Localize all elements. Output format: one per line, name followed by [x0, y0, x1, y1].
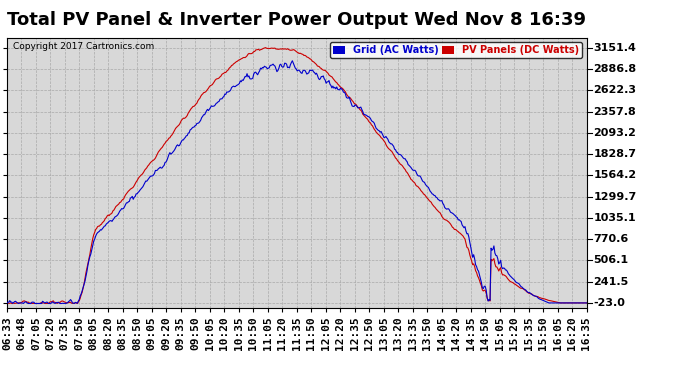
Text: 2886.8: 2886.8	[593, 64, 636, 74]
Text: 2357.8: 2357.8	[593, 106, 636, 117]
Text: 2622.3: 2622.3	[593, 86, 636, 95]
Text: 241.5: 241.5	[593, 277, 629, 286]
Text: Total PV Panel & Inverter Power Output Wed Nov 8 16:39: Total PV Panel & Inverter Power Output W…	[7, 11, 586, 29]
Text: 1035.1: 1035.1	[593, 213, 636, 223]
Text: 1299.7: 1299.7	[593, 192, 637, 202]
Text: 1564.2: 1564.2	[593, 170, 636, 180]
Text: Copyright 2017 Cartronics.com: Copyright 2017 Cartronics.com	[12, 42, 154, 51]
Text: -23.0: -23.0	[593, 298, 625, 308]
Text: 1828.7: 1828.7	[593, 149, 636, 159]
Text: 506.1: 506.1	[593, 255, 629, 266]
Text: 3151.4: 3151.4	[593, 43, 636, 53]
Text: 2093.2: 2093.2	[593, 128, 636, 138]
Text: 770.6: 770.6	[593, 234, 629, 244]
Legend: Grid (AC Watts), PV Panels (DC Watts): Grid (AC Watts), PV Panels (DC Watts)	[330, 42, 582, 58]
